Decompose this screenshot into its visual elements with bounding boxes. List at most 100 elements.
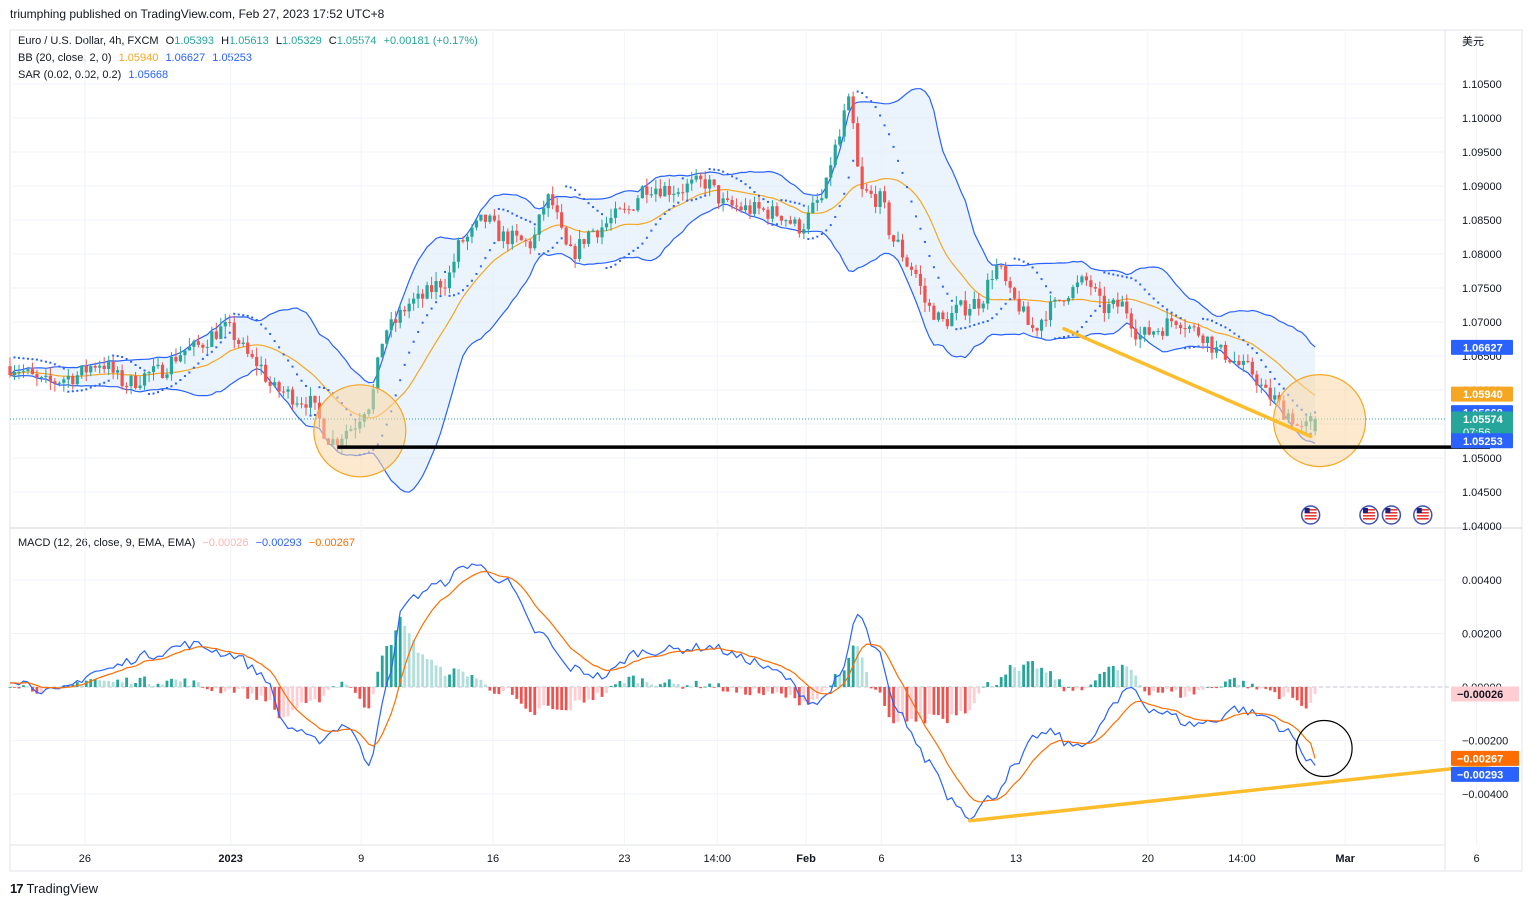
- annotations: [10, 327, 1491, 525]
- macd-histogram-bar: [887, 687, 891, 718]
- macd-histogram-bar: [1192, 687, 1196, 695]
- candle-body: [1264, 384, 1268, 388]
- candle-body: [761, 208, 766, 210]
- sar-dot: [587, 202, 590, 205]
- candle-body: [385, 330, 389, 344]
- sar-dot: [1219, 324, 1222, 327]
- candle: [977, 293, 981, 316]
- sar-dot: [174, 382, 177, 385]
- macd-histogram-bar: [349, 687, 353, 688]
- macd-line-value: −0.00293: [255, 537, 302, 549]
- sar-dot: [130, 360, 133, 363]
- sar-dot: [699, 196, 702, 199]
- macd-histogram-bar: [506, 687, 510, 689]
- candle: [138, 376, 142, 391]
- bollinger-basis-line: [9, 178, 1316, 419]
- candle-body: [259, 364, 263, 367]
- candle: [945, 311, 949, 330]
- sar-dot: [735, 177, 738, 180]
- flag-stripe: [1304, 512, 1317, 514]
- candle-body: [995, 265, 999, 279]
- sar-dot: [820, 233, 823, 236]
- candle-body: [1219, 344, 1223, 348]
- candle: [802, 223, 806, 239]
- candle-body: [1147, 327, 1151, 335]
- candle: [1120, 295, 1124, 307]
- macd-histogram-bar: [1044, 672, 1048, 687]
- macd-histogram-bar: [246, 687, 250, 699]
- candle: [510, 225, 514, 250]
- candle: [1264, 379, 1268, 388]
- sar-dot: [1170, 311, 1173, 314]
- macd-histogram-bar: [492, 687, 496, 694]
- candle: [708, 175, 712, 197]
- candle-body: [483, 214, 488, 222]
- candle: [806, 205, 810, 234]
- candle: [250, 349, 254, 359]
- macd-histogram-bar: [623, 683, 626, 687]
- sar-dot: [403, 363, 406, 366]
- candle: [591, 228, 595, 233]
- tradingview-logo[interactable]: 17 TradingView: [10, 881, 98, 896]
- candle: [281, 386, 286, 397]
- sar-dot: [901, 171, 904, 174]
- candle-body: [533, 234, 537, 249]
- candle-body: [945, 319, 949, 327]
- sar-dot: [668, 208, 671, 211]
- candle: [847, 93, 851, 111]
- macd-histogram-bar: [201, 687, 205, 688]
- candle-body: [201, 344, 205, 348]
- candle: [829, 157, 833, 187]
- flag-stripe: [1385, 518, 1398, 520]
- macd-badge-text: −0.00026: [1457, 689, 1503, 701]
- candle: [452, 253, 456, 278]
- bb-lower-value: 1.05253: [212, 52, 253, 64]
- candle-body: [900, 239, 905, 258]
- sar-dot: [1125, 276, 1128, 279]
- candle-body: [62, 379, 66, 383]
- tradingview-mark-icon: 17: [10, 881, 24, 896]
- macd-histogram-bar: [1013, 667, 1017, 687]
- macd-histogram-bar: [788, 687, 792, 695]
- sar-dot: [488, 249, 491, 252]
- candle: [210, 326, 214, 348]
- candle-body: [833, 144, 837, 166]
- sar-dot: [923, 240, 926, 243]
- candle: [815, 193, 819, 212]
- candle: [761, 206, 766, 212]
- sar-dot: [430, 307, 433, 310]
- macd-histogram-bar: [107, 680, 111, 687]
- candle-body: [631, 209, 636, 211]
- macd-histogram-bar: [1102, 671, 1106, 687]
- sar-dot: [1197, 345, 1200, 348]
- macd-histogram-bar: [358, 687, 362, 699]
- macd-histogram-bar: [196, 682, 200, 687]
- candle-body: [717, 185, 721, 204]
- sar-dot: [89, 386, 92, 389]
- sar-dot: [578, 193, 581, 196]
- candle: [918, 265, 923, 295]
- bb-label: BB (20, close, 2, 0): [18, 52, 112, 64]
- sar-dot: [560, 237, 563, 240]
- sar-dot: [188, 371, 191, 374]
- sar-dot: [1004, 302, 1007, 305]
- macd-histogram-bar: [237, 687, 241, 690]
- candle-body: [1107, 304, 1111, 314]
- macd-histogram-bar: [856, 646, 860, 687]
- candle-body: [1026, 306, 1030, 325]
- candle: [295, 396, 299, 408]
- candle-body: [914, 269, 918, 274]
- candle-body: [1030, 324, 1035, 329]
- sar-dot: [834, 215, 837, 218]
- candle-body: [896, 239, 900, 242]
- macd-histogram-bar: [838, 674, 842, 687]
- macd-histogram-bar: [905, 687, 909, 722]
- candle-body: [48, 375, 52, 382]
- sar-dot: [1179, 317, 1182, 320]
- candle-body: [398, 309, 402, 323]
- candle-body: [501, 231, 505, 242]
- macd-histogram-bar: [950, 687, 954, 715]
- candle-body: [577, 239, 582, 260]
- time-tick-label: 26: [79, 853, 91, 865]
